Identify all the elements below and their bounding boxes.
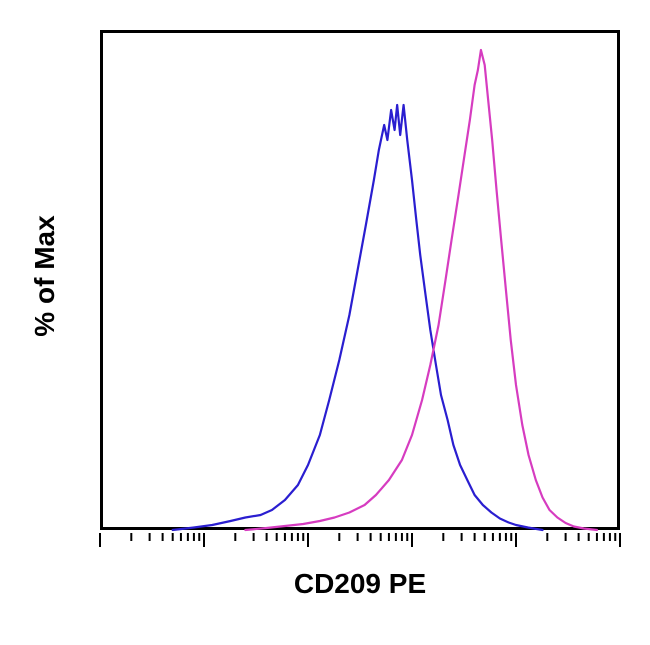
series-isotype-control	[173, 105, 543, 530]
x-axis-label: CD209 PE	[100, 568, 620, 600]
y-axis-label: % of Max	[29, 176, 61, 376]
x-axis-ticks	[100, 533, 620, 547]
flow-cytometry-histogram: % of Max CD209 PE	[0, 0, 650, 645]
series-cd209-stained	[245, 50, 597, 530]
plot-svg	[100, 30, 620, 570]
series-group	[173, 50, 597, 530]
